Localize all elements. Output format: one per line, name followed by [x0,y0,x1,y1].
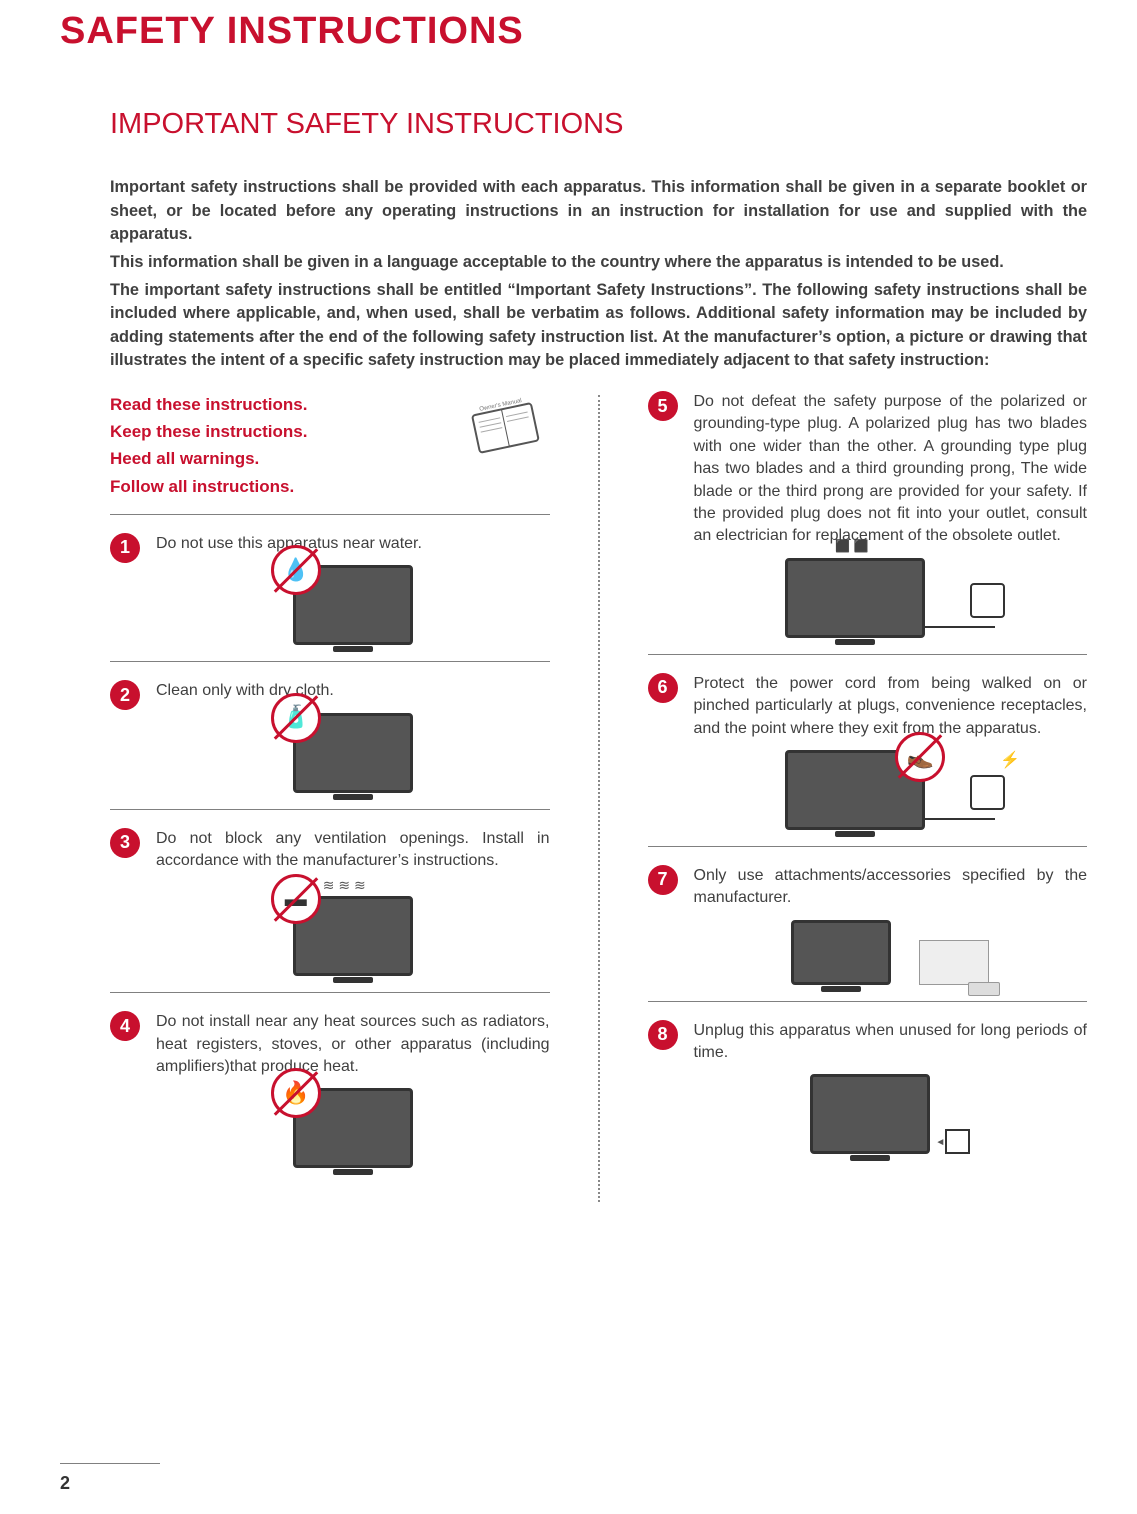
item-1-illustration: 💧 [156,565,550,645]
item-7-text: Only use attachments/accessories specifi… [694,865,1088,910]
read-line-3: Heed all warnings. [110,445,307,472]
item-8-text: Unplug this apparatus when unused for lo… [694,1020,1088,1065]
badge-3: 3 [110,828,140,858]
owners-manual-icon: Owner's Manual [460,391,550,461]
intro-block: Important safety instructions shall be p… [110,176,1087,373]
item-4-text: Do not install near any heat sources suc… [156,1011,550,1078]
instruction-item-7: 7 Only use attachments/accessories speci… [648,865,1088,1002]
no-block-vents-icon: ▬ [271,874,321,924]
item-8-illustration: ◄ [694,1074,1088,1154]
item-4-illustration: 🔥 [156,1088,550,1168]
read-line-1: Read these instructions. [110,391,307,418]
two-column-layout: Read these instructions. Keep these inst… [110,391,1087,1202]
item-3-illustration: ≋ ≋ ≋ ▬ [156,882,550,976]
item-2-illustration: 🧴 [156,713,550,793]
intro-p1: Important safety instructions shall be p… [110,176,1087,247]
outlet-icon [970,583,1005,618]
badge-5: 5 [648,391,678,421]
instruction-item-4: 4 Do not install near any heat sources s… [110,1011,550,1184]
badge-2: 2 [110,680,140,710]
unplug-icon [945,1129,970,1154]
section-title: IMPORTANT SAFETY INSTRUCTIONS [110,108,1087,141]
intro-p3: The important safety instructions shall … [110,279,1087,374]
left-column: Read these instructions. Keep these inst… [110,391,550,1202]
no-heat-icon: 🔥 [271,1068,321,1118]
item-2-text: Clean only with dry cloth. [156,680,550,702]
accessories-icon [919,940,989,985]
badge-8: 8 [648,1020,678,1050]
instruction-item-3: 3 Do not block any ventilation openings.… [110,828,550,994]
badge-6: 6 [648,673,678,703]
page-title: SAFETY INSTRUCTIONS [60,10,1087,53]
read-line-2: Keep these instructions. [110,418,307,445]
item-5-illustration: ⬛ ⬛ [694,558,1088,638]
instruction-item-5: 5 Do not defeat the safety purpose of th… [648,391,1088,655]
item-3-text: Do not block any ventilation openings. I… [156,828,550,873]
outlet-icon-2 [970,775,1005,810]
item-6-illustration: 👞 ⚡ [694,750,1088,830]
instruction-item-6: 6 Protect the power cord from being walk… [648,673,1088,847]
item-1-text: Do not use this apparatus near water. [156,533,550,555]
instruction-item-8: 8 Unplug this apparatus when unused for … [648,1020,1088,1171]
read-instructions-block: Read these instructions. Keep these inst… [110,391,550,515]
right-column: 5 Do not defeat the safety purpose of th… [648,391,1088,1202]
footer-rule [60,1463,160,1464]
instruction-item-2: 2 Clean only with dry cloth. 🧴 [110,680,550,809]
item-5-text: Do not defeat the safety purpose of the … [694,391,1088,548]
no-liquid-clean-icon: 🧴 [271,693,321,743]
column-divider [598,395,600,1202]
instruction-item-1: 1 Do not use this apparatus near water. … [110,533,550,662]
item-7-illustration [694,920,1088,985]
read-lines: Read these instructions. Keep these inst… [110,391,307,500]
intro-p2: This information shall be given in a lan… [110,251,1087,275]
no-step-cord-icon: 👞 [895,732,945,782]
read-line-4: Follow all instructions. [110,473,307,500]
no-water-icon: 💧 [271,545,321,595]
page-number: 2 [60,1473,70,1494]
badge-4: 4 [110,1011,140,1041]
item-6-text: Protect the power cord from being walked… [694,673,1088,740]
badge-1: 1 [110,533,140,563]
badge-7: 7 [648,865,678,895]
